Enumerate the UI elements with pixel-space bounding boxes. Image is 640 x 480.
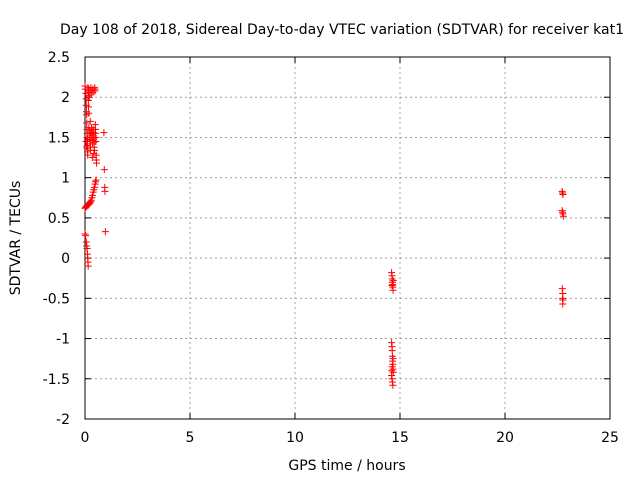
data-point xyxy=(84,151,92,159)
data-point xyxy=(84,135,92,143)
x-tick-label: 0 xyxy=(81,430,90,446)
data-point xyxy=(92,176,100,184)
data-point xyxy=(93,159,101,167)
data-point xyxy=(559,212,567,220)
x-tick-label: 20 xyxy=(496,430,514,446)
data-point xyxy=(92,178,99,186)
data-point xyxy=(87,198,95,206)
x-tick-label: 25 xyxy=(601,430,619,446)
y-tick-label: 2.5 xyxy=(48,50,70,66)
data-point xyxy=(90,150,98,158)
data-point xyxy=(81,230,89,238)
data-point xyxy=(100,166,108,174)
y-tick-label: -2 xyxy=(56,412,70,428)
x-tick-label: 15 xyxy=(391,430,409,446)
data-point xyxy=(389,355,397,363)
data-point xyxy=(83,143,91,151)
data-point xyxy=(559,191,567,199)
data-point xyxy=(389,381,397,389)
data-point xyxy=(91,87,99,95)
data-point xyxy=(84,96,92,104)
data-point xyxy=(389,277,397,285)
data-point xyxy=(101,228,109,236)
y-tick-label: 2 xyxy=(61,90,70,106)
y-tick-label: 0.5 xyxy=(48,211,70,227)
y-tick-label: 1 xyxy=(61,171,70,187)
x-tick-label: 10 xyxy=(286,430,304,446)
y-tick-label: -0.5 xyxy=(43,291,70,307)
data-point xyxy=(100,129,108,137)
data-point xyxy=(89,191,97,199)
data-point xyxy=(85,124,93,132)
x-tick-label: 5 xyxy=(186,430,195,446)
data-point xyxy=(86,117,94,125)
data-point xyxy=(388,367,396,375)
chart-title: Day 108 of 2018, Sidereal Day-to-day VTE… xyxy=(60,22,624,38)
data-point xyxy=(87,129,95,137)
x-axis-label: GPS time / hours xyxy=(288,458,405,474)
axis-ticks xyxy=(84,56,611,420)
data-point xyxy=(87,90,95,98)
data-point xyxy=(82,232,90,240)
data-point xyxy=(90,146,98,154)
data-point xyxy=(85,103,93,111)
y-tick-label: 0 xyxy=(61,251,70,267)
data-point xyxy=(388,281,396,289)
data-point xyxy=(101,187,109,195)
gridlines xyxy=(85,57,610,419)
data-point xyxy=(559,300,567,308)
data-point xyxy=(389,368,397,376)
data-point xyxy=(90,183,98,191)
y-tick-label: -1.5 xyxy=(43,372,70,388)
plot-frame xyxy=(84,56,611,420)
tick-labels: 0 5 10 15 20 25 -2 -1.5 -1 -0.5 0 0.5 1 1.5 2 2.5 xyxy=(43,50,619,446)
data-point xyxy=(85,109,93,117)
y-axis-label: SDTVAR / TECUs xyxy=(8,181,24,296)
data-point xyxy=(84,262,92,270)
y-tick-label: -1 xyxy=(56,332,70,348)
data-point xyxy=(88,154,96,162)
y-tick-label: 1.5 xyxy=(48,130,70,146)
data-points xyxy=(81,82,567,389)
data-point xyxy=(389,286,397,294)
data-point xyxy=(92,137,100,145)
data-point xyxy=(83,119,91,127)
